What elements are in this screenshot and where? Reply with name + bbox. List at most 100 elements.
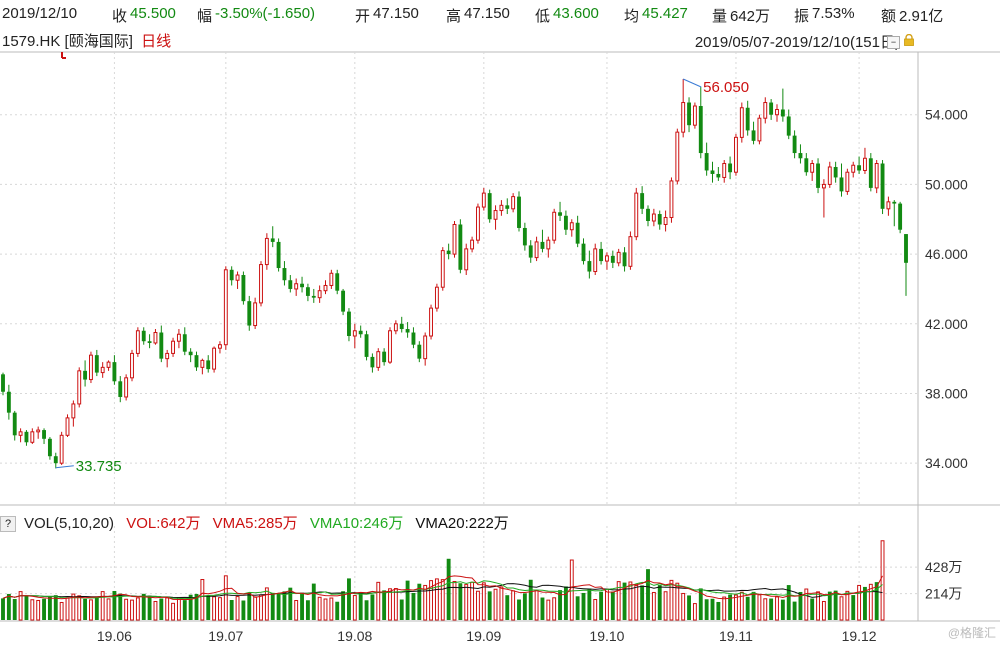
volume-bar [874, 582, 879, 620]
volume-bar [118, 593, 123, 620]
candle-body [839, 177, 844, 192]
volume-bar [300, 592, 304, 620]
candle-body [94, 355, 99, 373]
candle-body [821, 183, 826, 189]
volume-bar [552, 597, 557, 621]
candle-body [569, 222, 574, 231]
candle-body [446, 250, 451, 255]
amount-value: 2.91亿 [899, 8, 944, 25]
volume-bar [868, 583, 873, 621]
candle-body [687, 102, 691, 126]
volume-bar [423, 584, 428, 621]
volume-bar [153, 600, 158, 621]
candle-body [552, 211, 557, 241]
volume-bar [569, 559, 574, 621]
volume-bar [388, 588, 392, 621]
volume-bar [775, 596, 779, 621]
volume-bar [845, 590, 850, 621]
volume-bar [376, 581, 381, 621]
volume-bar [487, 591, 492, 620]
volume-bar [317, 596, 322, 621]
volume-bar [30, 599, 35, 621]
volume-bar [12, 599, 17, 620]
candle-body [804, 158, 809, 173]
volume-bar [370, 594, 375, 620]
volume-bar [757, 594, 762, 621]
candle-body [575, 222, 580, 244]
candle-body [558, 212, 562, 216]
line-type[interactable]: 日线 [141, 33, 172, 50]
volume-bar [587, 588, 592, 620]
candle-body [376, 351, 381, 368]
vma10-value: VMA10:246万 [309, 515, 404, 532]
price-tick-label: 46.000 [925, 246, 968, 262]
x-tick-label: 19.06 [97, 628, 132, 644]
volume-bar [827, 591, 832, 620]
candle-body [276, 241, 281, 269]
volume-bar [36, 599, 41, 621]
volume-bar [53, 595, 58, 620]
candle-body [704, 153, 709, 171]
volume-bar [42, 598, 46, 620]
candle-body [42, 430, 46, 439]
candle-body [698, 106, 703, 154]
volume-bar [880, 540, 885, 621]
candle-body [159, 332, 164, 359]
candle-body [880, 163, 885, 209]
volume-bar [476, 590, 480, 621]
candle-body [429, 307, 433, 337]
volume-bar [352, 595, 357, 621]
volume-bar [112, 590, 117, 620]
volume-bar [440, 579, 445, 621]
x-tick-label: 19.11 [719, 628, 753, 644]
volume-label: 量 [712, 8, 728, 25]
candle-body [12, 412, 17, 436]
vma5-line [2, 575, 883, 600]
volume-bar [364, 600, 369, 620]
low-label: 低 [535, 8, 551, 25]
annotation-label: 33.735 [76, 458, 122, 475]
volume-bar [200, 579, 205, 621]
volume-bar [6, 593, 11, 620]
volume-bar [411, 592, 416, 620]
candle-body [440, 250, 445, 288]
volume-bar [124, 598, 129, 621]
candle-body [651, 213, 656, 222]
stock-name: [颐海国际] [64, 33, 133, 50]
volume-bar [188, 594, 193, 620]
minus-icon[interactable]: − [887, 36, 900, 49]
close-label: 收 [112, 8, 128, 25]
volume-bar [1, 598, 5, 620]
candle-body [194, 355, 199, 368]
candle-body [241, 275, 246, 302]
volume-value: 642万 [730, 8, 771, 25]
x-tick-label: 19.08 [337, 628, 372, 644]
volume-bar [94, 596, 99, 620]
candle-body [30, 431, 35, 443]
candle-body [622, 252, 627, 267]
question-icon[interactable]: ? [0, 516, 16, 532]
candle-body [458, 224, 463, 270]
candle-body [722, 163, 727, 178]
volume-bar [194, 593, 199, 620]
candle-body [53, 456, 58, 464]
candle-body [259, 264, 263, 304]
header-date: 2019/12/10 [2, 5, 78, 22]
volume-bar [640, 585, 645, 620]
candle-body [470, 239, 475, 250]
candle-body [769, 102, 774, 115]
volume-bar [206, 595, 211, 620]
volume-bar [528, 579, 533, 620]
volume-bar [24, 595, 29, 620]
ticker: 1579.HK [2, 33, 61, 50]
candle-body [640, 193, 645, 209]
volume-bar [452, 580, 457, 621]
volume-bar [546, 599, 551, 621]
lock-icon[interactable] [903, 34, 915, 46]
amount-label: 额 [881, 8, 897, 25]
candle-body [388, 330, 392, 363]
volume-bar [663, 591, 668, 621]
candle-body [282, 268, 287, 281]
volume-bar [77, 595, 82, 621]
